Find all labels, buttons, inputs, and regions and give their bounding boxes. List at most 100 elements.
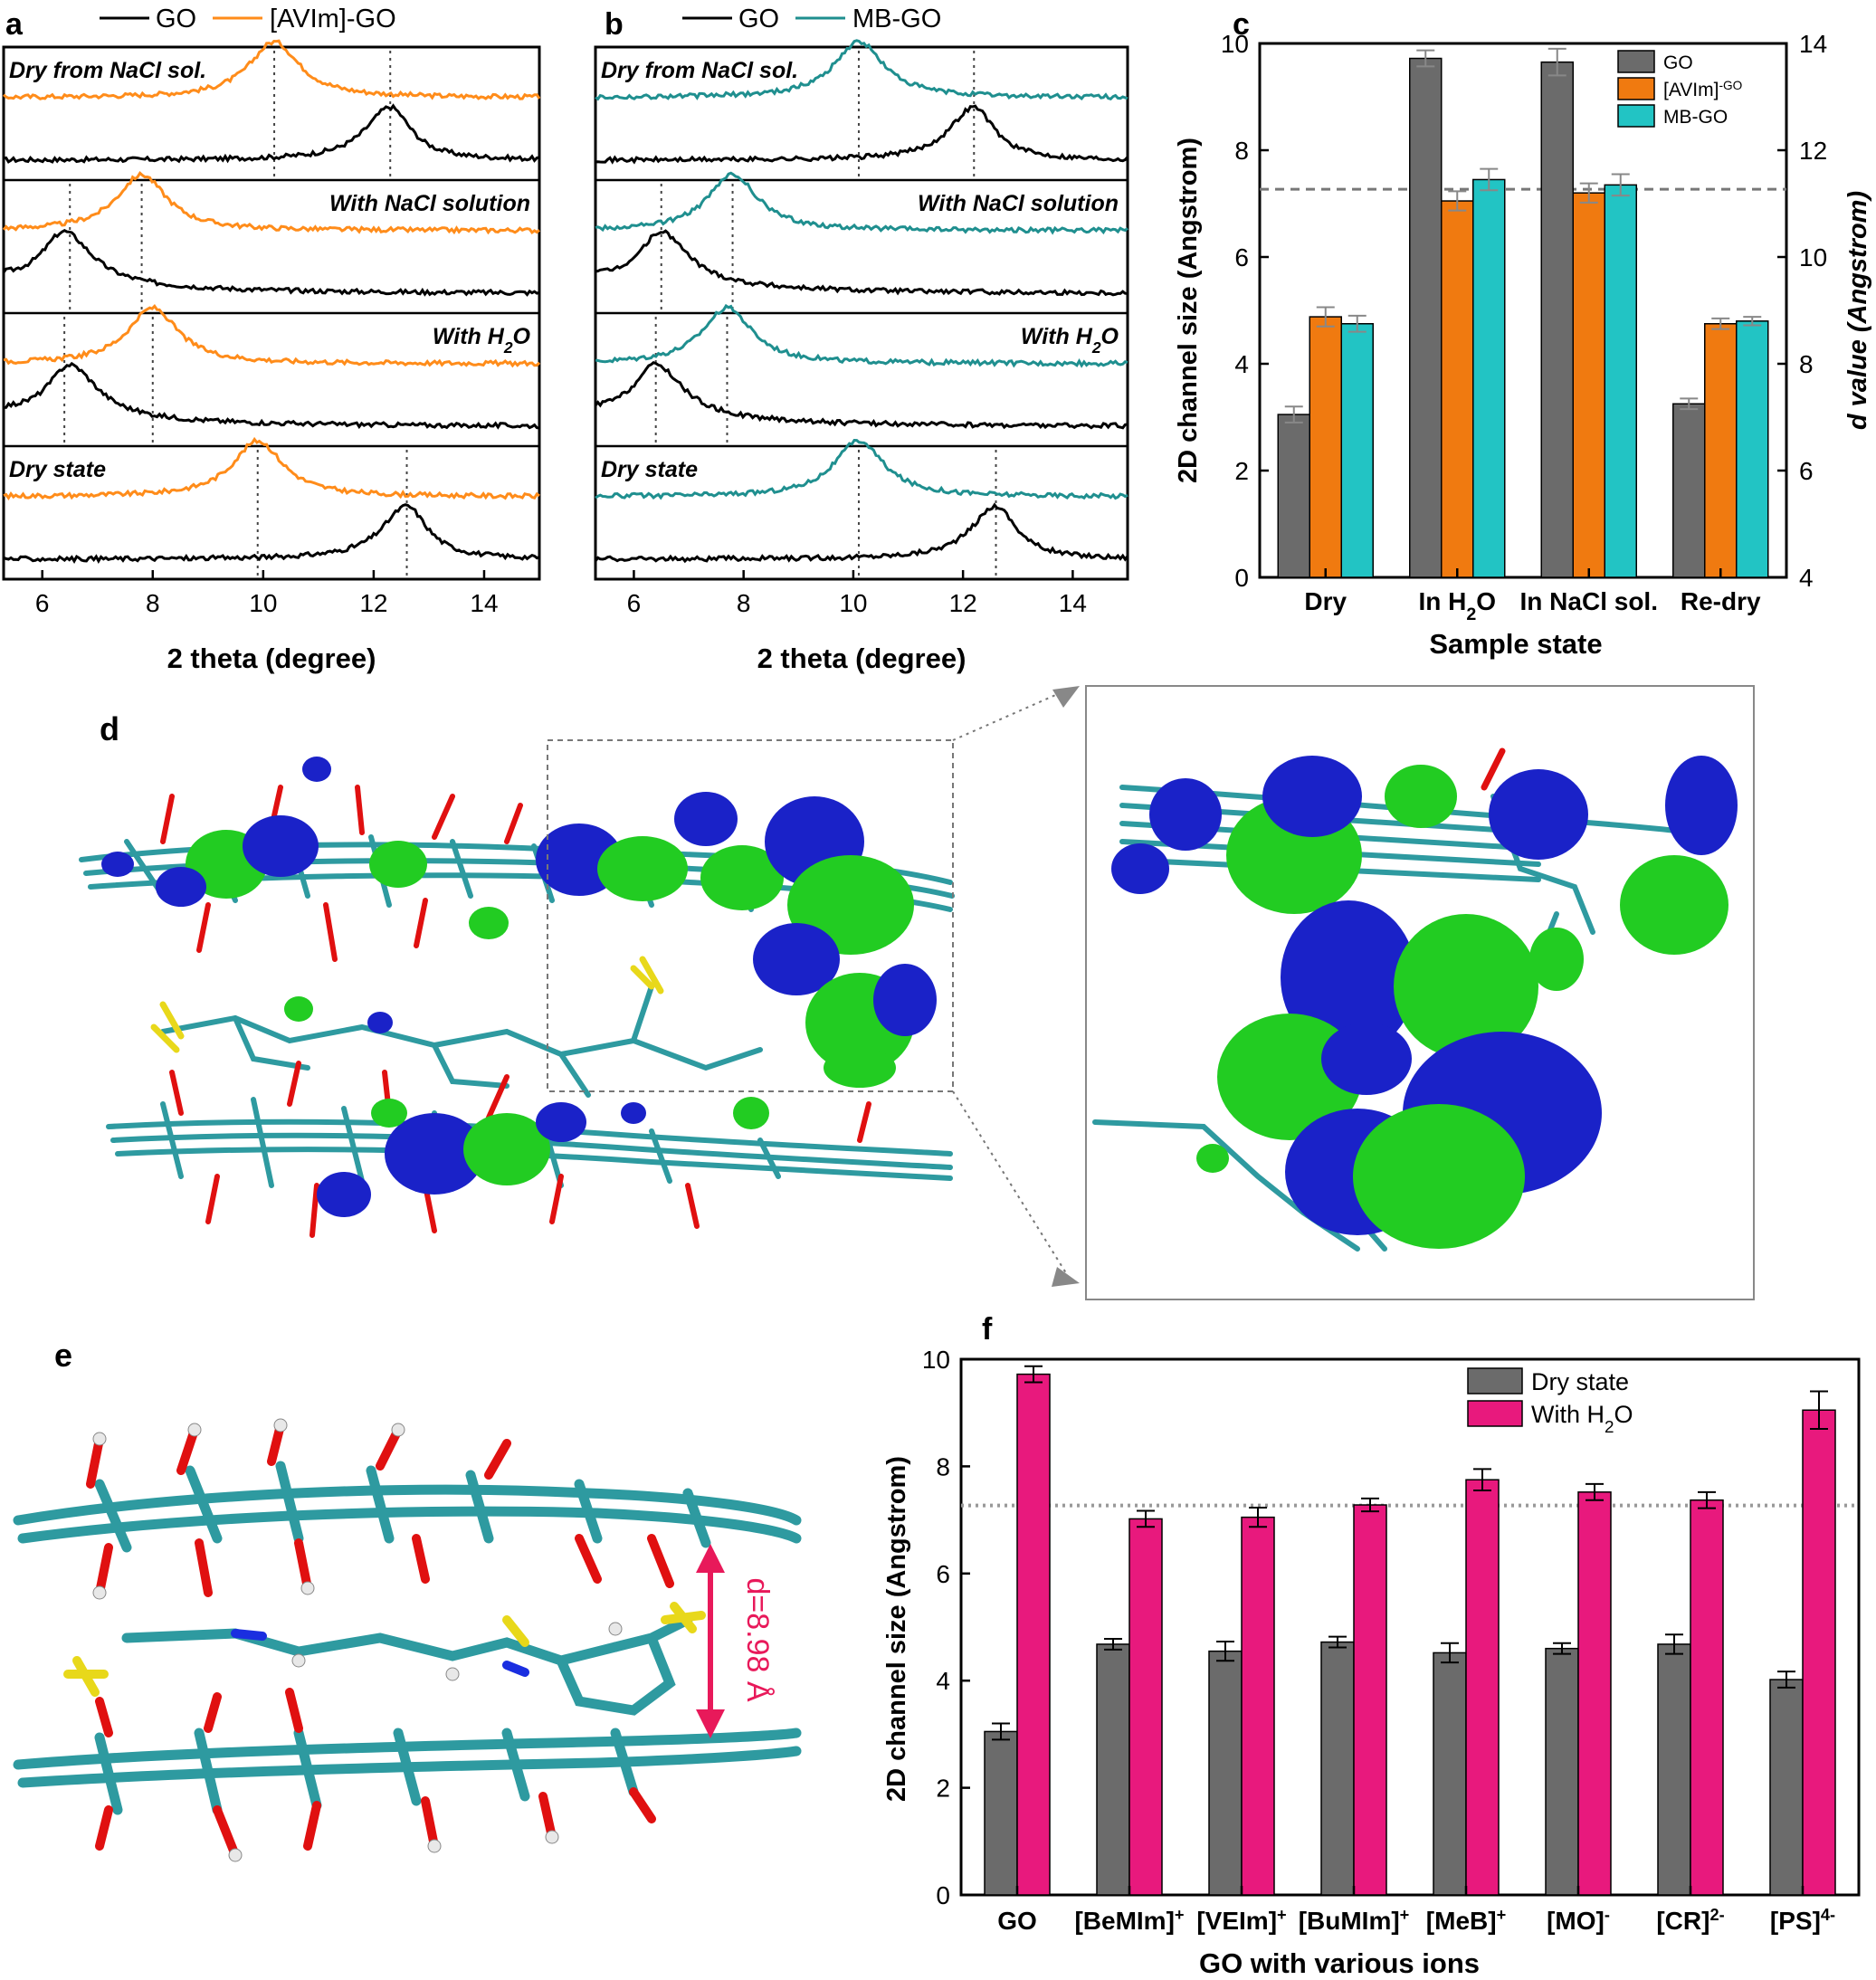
bar-1 [1441, 200, 1474, 578]
modified-go-pattern [2, 171, 540, 235]
y2-tick-label: 10 [1799, 243, 1827, 271]
y2-tick-label: 14 [1799, 30, 1827, 58]
go-pattern [594, 361, 1128, 430]
panel-b-xrd-mb: b GO MB-GO Dry from NaCl sol. With NaCl so… [594, 5, 1129, 674]
panel-label-b: b [605, 7, 624, 42]
go-pattern [3, 103, 540, 164]
category-label: Re-dry [1681, 587, 1761, 615]
x-tick-label: 6 [35, 589, 50, 617]
bar-1 [1016, 1373, 1051, 1896]
y-tick-label: 0 [1234, 564, 1249, 592]
category-label: [BuMIm]+ [1299, 1906, 1410, 1935]
zoom-arrowhead-bottom [1052, 1267, 1080, 1287]
legend-swatch [1617, 50, 1655, 73]
plot-frame-c [1258, 42, 1788, 579]
row-label: With NaCl solution [918, 191, 1119, 216]
legend-swatch [1617, 77, 1655, 100]
row-label: Dry from NaCl sol. [9, 58, 206, 83]
modified-go-pattern [595, 438, 1128, 500]
bar-1 [1128, 1518, 1163, 1896]
go-pattern [595, 104, 1129, 165]
plot-frame-f [959, 1357, 1861, 1897]
legend-label: MB-GO [1663, 107, 1728, 128]
y-tick-label: 4 [936, 1667, 950, 1695]
modified-go-pattern [595, 303, 1128, 368]
bar-2 [1472, 178, 1506, 578]
bar-0 [1096, 1643, 1130, 1896]
go-pattern [3, 361, 540, 430]
panel-a-xrd-avim: a GO [AVIm]-GO Dry from NaCl sol. With NaC… [2, 5, 541, 674]
y-tick-label: 2 [1234, 457, 1249, 485]
legend-swatch [1467, 1367, 1523, 1395]
bar-1 [1577, 1491, 1612, 1896]
bar-0 [1277, 414, 1310, 578]
x-tick-label: 8 [737, 589, 751, 617]
zoom-region-box [547, 739, 954, 1092]
row-label: Dry state [601, 457, 698, 482]
category-label: [BeMIm]+ [1074, 1906, 1184, 1935]
bar-1 [1465, 1479, 1500, 1896]
x-tick-label: 14 [1059, 589, 1087, 617]
bar-0 [1657, 1643, 1691, 1896]
category-label: [MeB]+ [1426, 1906, 1506, 1935]
panel-label-f: f [982, 1312, 993, 1347]
y2-axis-label-c: d value (Angstrom) [1843, 191, 1872, 430]
bar-2 [1340, 323, 1374, 578]
legend-label-modified: MB-GO [852, 5, 941, 33]
bar-0 [1208, 1650, 1243, 1896]
legend-swatch [1617, 104, 1655, 128]
y2-tick-label: 6 [1799, 457, 1814, 485]
oxygen-groups [160, 785, 871, 1238]
bar-0 [1540, 61, 1574, 578]
category-label: [CR]2- [1656, 1906, 1724, 1935]
zoom-arrowhead-top [1052, 686, 1080, 708]
legend-label: GO [1663, 52, 1693, 73]
row-label: Dry state [9, 457, 106, 482]
bar-0 [1320, 1641, 1355, 1896]
bar-0 [1672, 403, 1706, 578]
y-tick-label: 0 [936, 1881, 950, 1909]
x-tick-label: 12 [359, 589, 387, 617]
x-axis-label-b: 2 theta (degree) [757, 643, 967, 674]
x-tick-label: 14 [470, 589, 498, 617]
bar-1 [1241, 1516, 1275, 1896]
category-label: GO [997, 1907, 1037, 1935]
category-label: Dry [1304, 587, 1347, 615]
legend-label-go: GO [738, 5, 779, 33]
legend-label: Dry state [1531, 1368, 1629, 1395]
category-label: In NaCl sol. [1520, 587, 1658, 615]
dye-molecule [160, 984, 763, 1098]
modified-go-pattern [595, 171, 1128, 235]
legend-b: GO MB-GO [682, 5, 941, 33]
molecular-structure-left [79, 757, 955, 1238]
y-tick-label: 8 [936, 1452, 950, 1480]
panel-label-e: e [54, 1337, 72, 1374]
modified-go-pattern [3, 436, 540, 501]
zoom-connector-bottom [952, 1090, 1069, 1277]
bar-2 [1736, 320, 1769, 578]
x-tick-label: 8 [146, 589, 160, 617]
category-label: [MO]- [1547, 1906, 1610, 1935]
modified-go-pattern [3, 39, 541, 100]
y2-tick-label: 8 [1799, 350, 1814, 378]
panel-e-interlayer-structure: e [13, 1337, 802, 1862]
bar-1 [1690, 1499, 1724, 1896]
x-tick-label: 10 [839, 589, 867, 617]
bar-0 [984, 1730, 1018, 1896]
row-label: Dry from NaCl sol. [601, 58, 798, 83]
go-pattern [595, 229, 1128, 297]
orbital-isosurfaces [101, 757, 937, 1217]
legend-swatch [1467, 1400, 1523, 1427]
panel-label-a: a [5, 7, 24, 42]
y-tick-label: 6 [1234, 243, 1249, 271]
legend-a: GO [AVIm]-GO [100, 5, 396, 33]
y-tick-label: 10 [922, 1346, 950, 1374]
go-pattern [3, 503, 540, 564]
bar-2 [1604, 184, 1637, 578]
modified-go-pattern [595, 39, 1128, 101]
x-tick-label: 10 [249, 589, 277, 617]
bar-0 [1409, 57, 1443, 578]
bar-0 [1433, 1652, 1467, 1896]
